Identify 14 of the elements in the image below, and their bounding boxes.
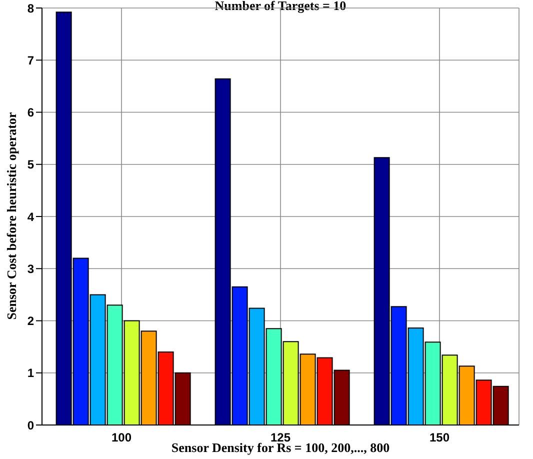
y-tick-label: 8	[27, 1, 34, 16]
y-tick-label: 1	[27, 366, 34, 380]
y-tick-label: 2	[27, 314, 34, 328]
x-tick-label: 150	[429, 430, 450, 445]
y-tick-label: 0	[27, 418, 34, 432]
y-tick-label: 5	[27, 158, 34, 172]
chart-title: Number of Targets = 10	[214, 0, 348, 14]
x-tick-label: 100	[111, 430, 132, 445]
y-axis-title: Sensor Cost before heuristic operator	[4, 112, 20, 320]
y-tick-label: 4	[27, 210, 34, 224]
x-tick-label: 125	[270, 430, 291, 445]
y-tick-label: 6	[27, 106, 34, 120]
y-tick-label: 3	[27, 262, 34, 276]
y-tick-label: 7	[27, 53, 34, 68]
